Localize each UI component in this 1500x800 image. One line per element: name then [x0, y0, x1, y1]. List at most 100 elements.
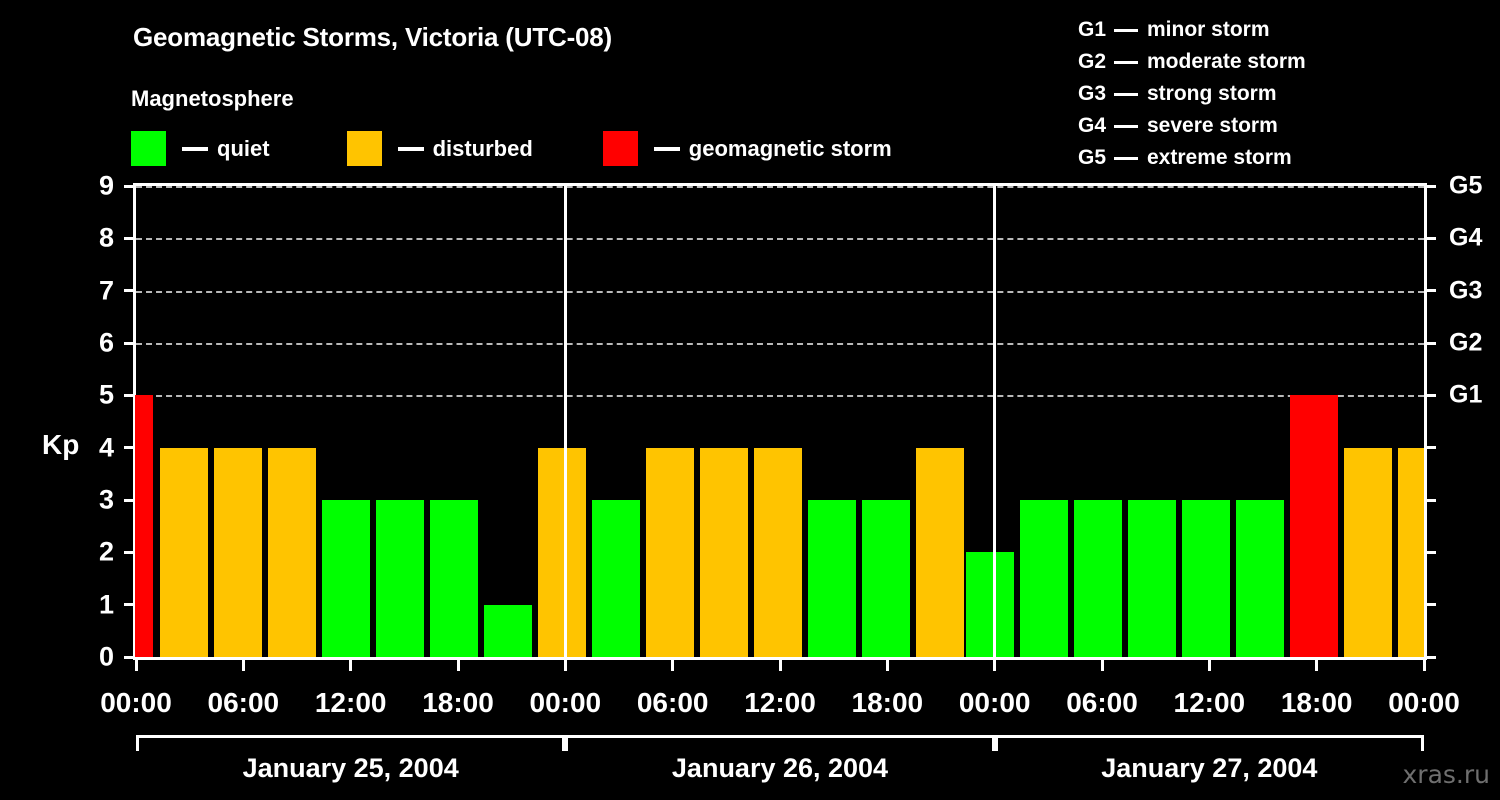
y-axis-tick	[124, 655, 135, 659]
legend-dash-icon	[653, 146, 680, 151]
bar	[160, 447, 208, 657]
x-axis-tick	[1207, 660, 1211, 671]
gscale-code: G3	[1078, 82, 1107, 105]
y-axis-title: Kp	[42, 429, 80, 460]
y-axis-tick-label: 1	[98, 589, 114, 620]
x-axis-tick	[563, 660, 567, 671]
legend-label-disturbed: disturbed	[432, 135, 533, 161]
gscale-code: G2	[1078, 50, 1107, 73]
bar	[1236, 500, 1284, 657]
day-bracket	[994, 735, 1424, 751]
day-label: January 25, 2004	[242, 753, 459, 783]
legend-label-quiet: quiet	[217, 135, 270, 161]
bar	[646, 447, 694, 657]
legend-heading: Magnetosphere	[131, 86, 294, 111]
y-axis-tick-label: 8	[98, 222, 114, 253]
bar	[376, 500, 424, 657]
y-axis-tick-label: 4	[98, 432, 114, 463]
y-axis-tick-right	[1425, 341, 1436, 345]
gscale-label: extreme storm	[1147, 146, 1292, 169]
x-axis-tick	[134, 660, 138, 671]
x-axis-tick	[671, 660, 675, 671]
gscale-dash-icon	[1114, 156, 1138, 160]
x-axis-tick-label: 06:00	[1066, 687, 1138, 718]
y-axis-tick-label: 5	[98, 379, 114, 410]
x-axis-tick-label: 18:00	[851, 687, 924, 718]
bar	[1398, 447, 1424, 657]
bar	[1344, 447, 1392, 657]
y-axis-tick	[124, 289, 135, 293]
gscale-label: strong storm	[1147, 82, 1277, 105]
x-axis-tick-label: 00:00	[529, 687, 602, 718]
g-axis-tick-label: G5	[1449, 171, 1483, 200]
x-axis-tick-label: 18:00	[1280, 687, 1353, 718]
gscale-legend-row: G2 moderate storm	[1078, 46, 1306, 78]
x-axis-tick	[885, 660, 889, 671]
y-axis-tick	[124, 393, 135, 397]
day-bracket	[565, 735, 995, 751]
gridline	[136, 290, 1424, 293]
y-axis-tick	[124, 498, 135, 502]
bar	[754, 447, 802, 657]
bar	[862, 500, 910, 657]
bar	[538, 447, 586, 657]
y-axis-tick-right	[1425, 498, 1436, 502]
y-axis-tick-label: 2	[98, 536, 114, 567]
legend-item-storm: geomagnetic storm	[602, 131, 892, 166]
gscale-code: G5	[1078, 146, 1107, 169]
y-axis-tick-right	[1425, 603, 1436, 607]
y-axis-tick	[124, 236, 135, 240]
x-axis-tick	[349, 660, 353, 671]
plot-frame	[133, 183, 1427, 660]
y-axis-tick-right	[1425, 236, 1436, 240]
x-axis-tick	[1315, 660, 1319, 671]
bar	[916, 447, 964, 657]
x-axis-tick-label: 00:00	[1388, 687, 1460, 718]
day-divider	[993, 186, 997, 657]
gscale-code: G4	[1078, 114, 1107, 137]
y-axis-tick	[124, 446, 135, 450]
bar	[1182, 500, 1230, 657]
y-axis-tick	[124, 550, 135, 554]
legend-swatch-storm-icon	[602, 131, 638, 166]
x-axis-tick	[241, 660, 245, 671]
gridline	[136, 238, 1424, 241]
x-axis-tick-label: 00:00	[958, 687, 1031, 718]
gscale-dash-icon	[1114, 60, 1138, 64]
bar	[268, 447, 316, 657]
x-axis-tick-label: 18:00	[422, 687, 494, 718]
x-axis-tick-label: 00:00	[100, 687, 172, 718]
gscale-legend-row: G4 severe storm	[1078, 110, 1306, 142]
legend-dash-icon	[182, 146, 208, 151]
x-axis-tick-label: 12:00	[744, 687, 816, 718]
bar	[1020, 500, 1068, 657]
day-divider	[563, 186, 567, 657]
x-axis-tick	[778, 660, 782, 671]
legend-dash-icon	[397, 146, 424, 151]
gscale-legend: G1 minor storm G2 moderate storm G3 strong st…	[1078, 14, 1306, 174]
bar	[1128, 500, 1176, 657]
g-axis-tick-label: G4	[1449, 223, 1483, 252]
x-axis-tick	[456, 660, 460, 671]
y-axis-tick-label: 3	[98, 484, 114, 515]
legend-swatch-disturbed-icon	[346, 131, 382, 166]
y-axis-tick-label: 0	[98, 641, 114, 672]
bar	[484, 604, 532, 657]
x-axis-tick	[1422, 660, 1426, 671]
x-axis-tick	[993, 660, 997, 671]
legend-item-quiet: quiet	[131, 131, 270, 166]
g-axis-tick-label: G3	[1449, 276, 1483, 305]
legend-label-storm: geomagnetic storm	[688, 135, 892, 161]
plot-area	[135, 186, 1424, 657]
bar	[592, 500, 640, 657]
gscale-dash-icon	[1114, 92, 1138, 96]
x-axis-tick-label: 12:00	[314, 687, 387, 718]
watermark: xras.ru	[1402, 760, 1491, 789]
gscale-dash-icon	[1114, 124, 1138, 128]
x-axis-tick	[1100, 660, 1104, 671]
gscale-label: minor storm	[1147, 18, 1270, 41]
g-axis-tick-label: G2	[1449, 328, 1483, 357]
bar	[430, 500, 478, 657]
bar	[808, 500, 856, 657]
page-title: Geomagnetic Storms, Victoria (UTC-08)	[133, 22, 613, 52]
